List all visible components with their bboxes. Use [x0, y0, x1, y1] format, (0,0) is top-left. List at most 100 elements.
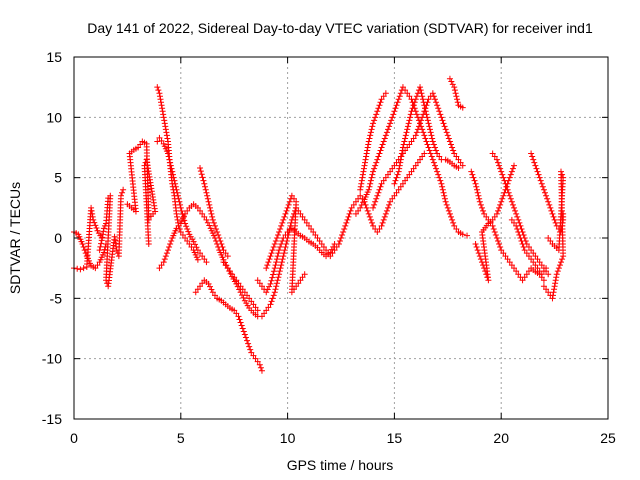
data-point: [247, 346, 254, 353]
data-point: [399, 180, 406, 187]
data-point: [475, 192, 482, 199]
data-point: [308, 225, 315, 232]
data-point: [520, 244, 527, 251]
data-point: [192, 241, 199, 248]
data-point: [156, 93, 163, 100]
data-point: [369, 123, 376, 130]
data-point: [280, 216, 287, 223]
data-point: [209, 216, 216, 223]
data-point: [164, 247, 171, 254]
data-point: [498, 247, 505, 254]
data-point: [533, 165, 540, 172]
data-point: [523, 250, 530, 257]
data-point: [511, 204, 518, 211]
data-point: [163, 250, 170, 257]
data-point: [494, 207, 501, 214]
data-point: [375, 105, 382, 112]
data-point: [157, 96, 164, 103]
data-point: [283, 207, 290, 214]
data-point: [380, 138, 387, 145]
data-point: [374, 108, 381, 115]
data-point: [273, 280, 280, 287]
data-point: [233, 310, 240, 317]
data-point: [428, 132, 435, 139]
data-point: [554, 268, 561, 275]
data-point: [373, 195, 380, 202]
data-point: [111, 233, 118, 240]
data-point: [271, 289, 278, 296]
data-point: [412, 96, 419, 103]
data-point: [426, 147, 433, 154]
data-point: [238, 322, 245, 329]
data-point: [474, 247, 481, 254]
data-point: [507, 171, 514, 178]
data-point: [80, 244, 87, 251]
data-point: [425, 96, 432, 103]
data-point: [80, 265, 87, 272]
data-point: [508, 216, 515, 223]
x-tick-label: 25: [600, 430, 616, 446]
data-point: [314, 235, 321, 241]
data-point: [350, 201, 357, 208]
data-point: [406, 117, 413, 124]
data-point: [406, 141, 413, 148]
data-point: [441, 192, 448, 199]
data-point: [274, 231, 281, 238]
data-point: [408, 168, 415, 175]
data-point: [449, 144, 456, 151]
data-point: [386, 123, 393, 130]
data-point: [433, 99, 440, 106]
data-point: [519, 277, 526, 284]
data-point: [368, 219, 375, 226]
data-point: [154, 84, 161, 91]
data-point: [261, 310, 268, 317]
data-point: [532, 262, 539, 269]
data-point: [367, 132, 374, 139]
data-point: [523, 271, 530, 278]
data-point: [380, 93, 387, 100]
data-point: [438, 180, 445, 187]
data-point: [380, 177, 387, 184]
data-point: [158, 262, 165, 269]
data-point: [373, 159, 380, 166]
x-tick-label: 0: [70, 430, 78, 446]
data-point: [364, 144, 371, 151]
data-point: [470, 174, 477, 181]
series-s15: [357, 90, 389, 193]
data-point: [397, 156, 404, 163]
data-point: [427, 150, 434, 157]
data-point: [100, 228, 107, 235]
data-point: [427, 126, 433, 133]
data-point: [278, 259, 285, 266]
data-point: [381, 135, 388, 142]
series-s17: [391, 84, 462, 187]
data-point: [169, 183, 176, 190]
data-point: [382, 132, 389, 139]
data-point: [256, 361, 263, 368]
data-point: [387, 168, 394, 175]
data-point: [478, 204, 485, 211]
data-point: [386, 201, 393, 208]
data-point: [208, 286, 215, 293]
data-point: [375, 189, 382, 196]
data-point: [201, 180, 208, 187]
data-point: [534, 256, 541, 263]
data-point: [538, 180, 545, 187]
data-point: [185, 228, 192, 235]
data-point: [170, 189, 177, 196]
data-point: [429, 138, 436, 145]
data-point: [159, 108, 166, 115]
data-point: [281, 247, 288, 254]
data-point: [264, 286, 271, 293]
data-point: [348, 204, 355, 211]
data-point: [336, 238, 343, 245]
data-point: [417, 156, 424, 163]
data-point: [451, 87, 458, 94]
data-point: [242, 334, 249, 341]
data-point: [556, 262, 563, 269]
data-point: [117, 192, 124, 199]
data-point: [258, 283, 265, 290]
data-point: [268, 250, 275, 257]
data-point: [459, 231, 466, 238]
data-point: [370, 168, 377, 175]
